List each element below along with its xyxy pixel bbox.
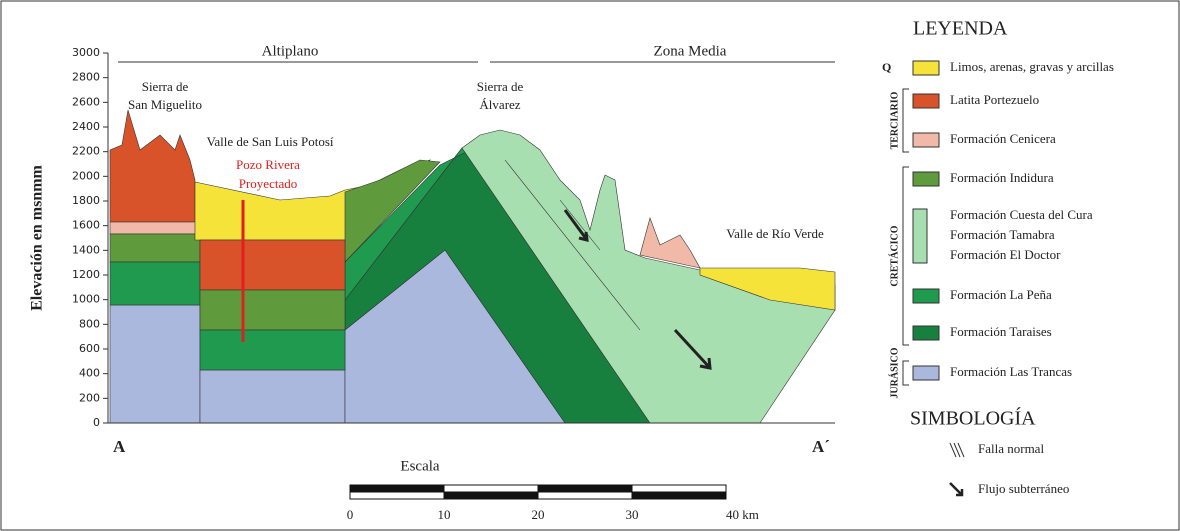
y-tick-label: 1400 [72,243,100,256]
legend-label: Latita Portezuelo [950,92,1039,107]
legend-swatch [913,61,939,75]
period-label: CRETÁCICO [888,225,900,286]
legend-swatch [913,133,939,147]
legend-label: Formación Indidura [950,170,1054,185]
legend-swatch [913,172,939,186]
y-tick-label: 1600 [72,219,100,232]
place-label: Sierra de [477,79,524,94]
zone-label: Zona Media [654,43,727,59]
y-tick-label: 1000 [72,293,100,306]
zone-label: Altiplano [262,43,319,59]
legend-swatch [913,209,927,263]
y-tick-label: 400 [79,367,100,380]
legend-swatch [913,289,939,303]
symbology-title: SIMBOLOGÍA [910,407,1036,430]
y-tick-label: 600 [79,342,100,355]
scale-title: Escala [400,458,439,474]
scale-tick: 0 [347,507,354,522]
y-tick-label: 2800 [72,71,100,84]
y-axis-label: Elevación en msnmm [29,164,46,310]
legend-label: Formación Taraises [950,324,1052,339]
scale-tick: 20 [532,507,545,522]
place-label: Valle de San Luis Potosí [206,134,333,149]
legend-label: Formación Las Trancas [950,364,1072,379]
period-label: Q [882,60,891,74]
y-tick-label: 1800 [72,194,100,207]
end-label: A´ [812,437,830,456]
y-tick-label: 2400 [72,120,100,133]
scale-tick: 40 km [726,507,759,522]
period-label: TERCIARIO [889,91,900,149]
scale-bar [350,485,726,499]
legend-swatch [913,366,939,380]
well-label: Proyectado [239,176,297,191]
legend-label: Formación Tamabra [950,227,1055,242]
legend-label: Formación Cenicera [950,131,1056,146]
y-tick-label: 2600 [72,95,100,108]
scale-tick: 10 [438,507,451,522]
place-label: San Miguelito [128,97,202,112]
legend-label: Formación Cuesta del Cura [950,207,1093,222]
period-label: JURÁSICO [888,347,900,398]
legend-label: Formación La Peña [950,287,1052,302]
symbol-label: Falla normal [978,441,1044,456]
place-label: Sierra de [142,79,189,94]
y-tick-label: 800 [79,317,100,330]
place-label: Valle de Río Verde [726,226,824,241]
y-tick-label: 1200 [72,268,100,281]
y-tick-label: 0 [93,416,100,429]
well-label: Pozo Rivera [236,157,300,172]
y-tick-label: 2000 [72,169,100,182]
legend-label: Limos, arenas, gravas y arcillas [950,59,1114,74]
cross-section: Elevación en msnmm Altiplano Zona Media … [0,0,1180,531]
y-tick-label: 200 [79,391,100,404]
symbol-label: Flujo subterráneo [978,481,1069,496]
legend-swatch [913,94,939,108]
y-tick-label: 2200 [72,145,100,158]
end-label: A [113,437,126,456]
legend-label: Formación El Doctor [950,247,1061,262]
legend-swatch [913,326,939,340]
place-label: Álvarez [479,97,520,112]
y-tick-label: 3000 [72,46,100,59]
scale-tick: 30 [626,507,639,522]
legend-title: LEYENDA [913,18,1008,40]
